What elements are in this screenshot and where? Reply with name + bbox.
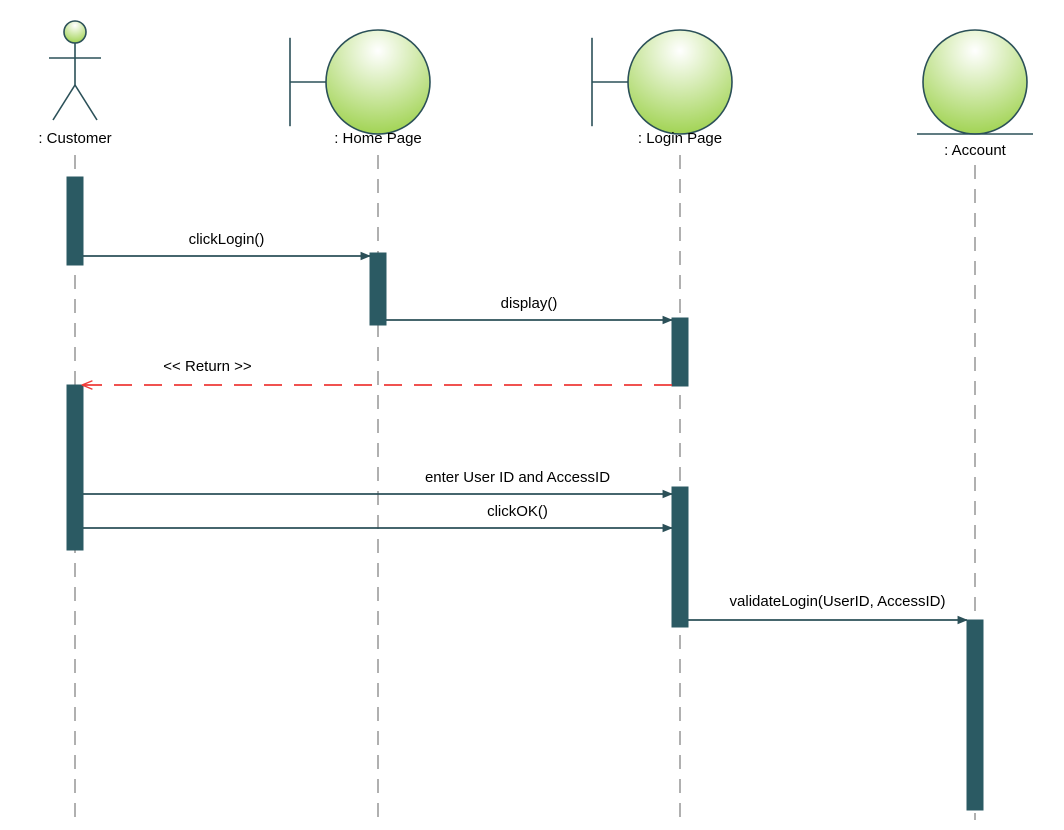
activation-customer-0 — [67, 177, 83, 265]
activation-customer-3 — [67, 385, 83, 550]
lifeline-label-loginpage: : Login Page — [638, 130, 722, 147]
message-label-4: clickOK() — [487, 503, 548, 520]
message-label-3: enter User ID and AccessID — [425, 469, 610, 486]
message-label-5: validateLogin(UserID, AccessID) — [730, 593, 946, 610]
sequence-diagram: : Customer : Home Page : Login Page : Accou… — [0, 0, 1064, 830]
lifeline-label-customer: : Customer — [38, 130, 111, 147]
activation-account-5 — [967, 620, 983, 810]
activation-loginpage-4 — [672, 487, 688, 627]
message-label-0: clickLogin() — [189, 231, 265, 248]
message-label-1: display() — [501, 295, 558, 312]
actor-customer — [49, 21, 101, 120]
activation-loginpage-2 — [672, 318, 688, 386]
boundary-homepage — [290, 30, 430, 134]
lifeline-label-account: : Account — [944, 142, 1007, 159]
activation-homepage-1 — [370, 253, 386, 325]
boundary-loginpage — [592, 30, 732, 134]
entity-account — [917, 30, 1033, 134]
message-label-2: << Return >> — [163, 358, 252, 375]
lifeline-label-homepage: : Home Page — [334, 130, 422, 147]
